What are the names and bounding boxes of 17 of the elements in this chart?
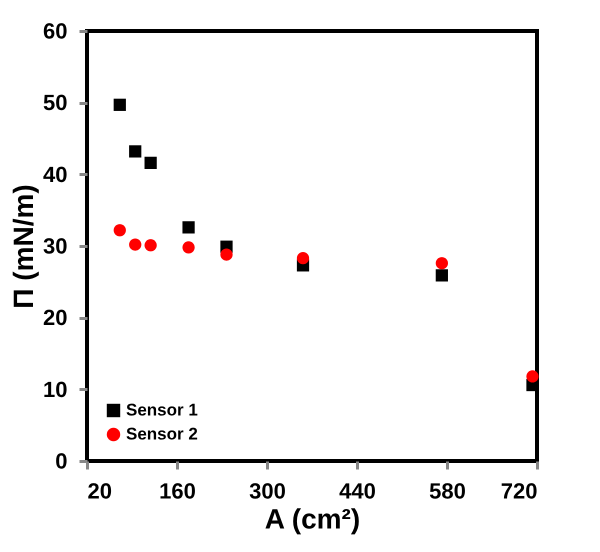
y-tick-label: 20 — [43, 305, 68, 330]
x-tick-label: 300 — [249, 478, 286, 504]
y-tick-label: 60 — [43, 18, 68, 44]
legend-label: Sensor 1 — [126, 400, 198, 420]
x-tick-label: 20 — [88, 478, 112, 504]
x-axis-title: A (cm²) — [264, 504, 360, 534]
y-tick-label: 30 — [43, 234, 68, 258]
x-tick-label: 440 — [339, 478, 376, 504]
y-tick-label: 40 — [43, 162, 68, 187]
y-axis-title: Π (mN/m) — [8, 184, 40, 309]
legend-label: Sensor 2 — [126, 424, 198, 444]
x-tick-label: 160 — [159, 478, 196, 504]
x-tick-label: 720 — [500, 478, 538, 504]
y-tick-label: 10 — [43, 376, 68, 402]
y-tick-label: 0 — [55, 448, 68, 474]
x-tick-label: 580 — [429, 478, 466, 504]
y-tick-label: 50 — [43, 90, 68, 116]
